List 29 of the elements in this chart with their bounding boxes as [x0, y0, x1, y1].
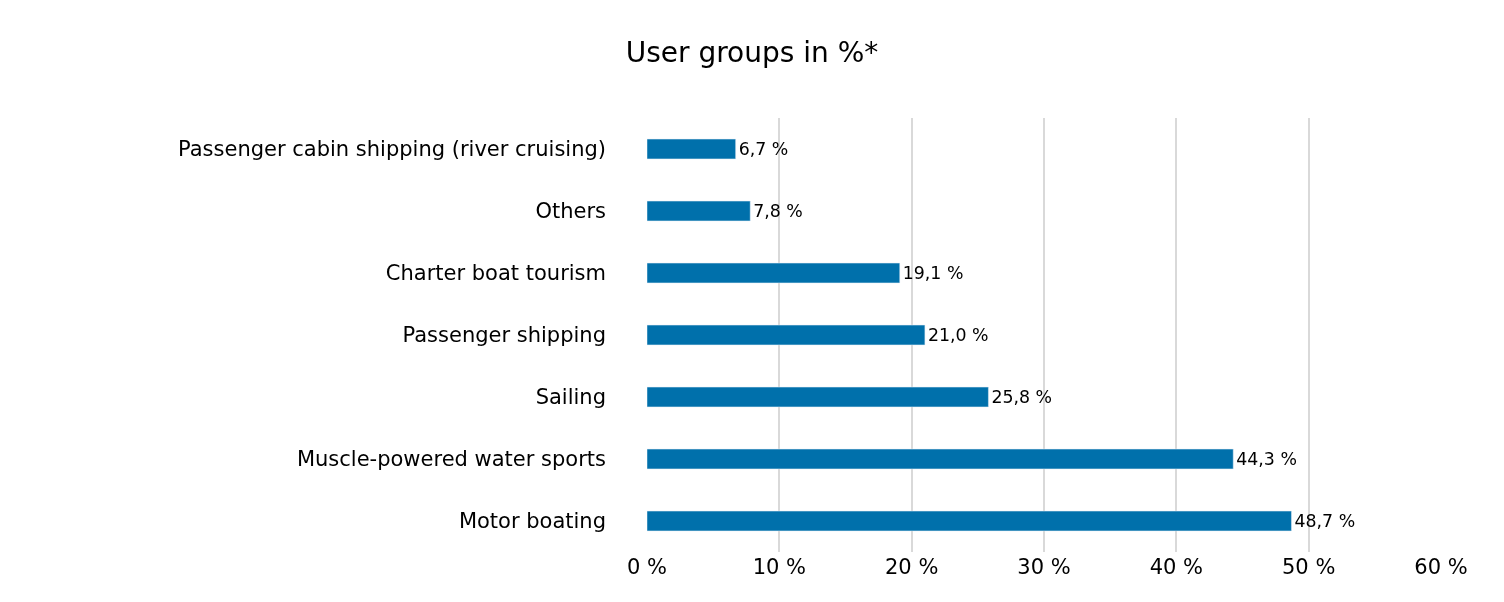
- data-label: 21,0 %: [927, 324, 989, 345]
- y-tick-label: Passenger shipping: [402, 323, 606, 348]
- data-label: 6,7 %: [738, 138, 789, 159]
- data-label: 7,8 %: [753, 200, 803, 221]
- y-tick-label: Charter boat tourism: [385, 261, 606, 286]
- bar: [647, 138, 736, 160]
- bar: [647, 448, 1234, 470]
- bar: [647, 510, 1292, 532]
- x-tick-label: 50 %: [1281, 555, 1336, 579]
- x-tick-label: 10 %: [752, 555, 807, 579]
- y-tick-label: Motor boating: [458, 509, 606, 534]
- bar: [647, 262, 901, 284]
- bar: [647, 200, 751, 222]
- data-label: 44,3 %: [1236, 448, 1297, 469]
- y-tick-label: Muscle-powered water sports: [296, 447, 606, 472]
- y-tick-label: Passenger cabin shipping (river cruising): [178, 137, 606, 162]
- x-tick-label: 30 %: [1017, 555, 1071, 579]
- data-label: 48,7 %: [1294, 510, 1356, 531]
- y-tick-label: Sailing: [535, 385, 606, 410]
- x-tick-label: 40 %: [1149, 555, 1204, 579]
- chart-title: User groups in %*: [625, 35, 879, 69]
- data-label: 19,1 %: [902, 262, 964, 283]
- bar: [647, 386, 989, 408]
- x-tick-label: 0 %: [627, 555, 667, 579]
- bar: [647, 324, 926, 346]
- x-tick-label: 20 %: [884, 555, 939, 579]
- x-tick-label: 60 %: [1414, 555, 1468, 579]
- y-tick-label: Others: [535, 199, 606, 224]
- data-label: 25,8 %: [991, 386, 1053, 407]
